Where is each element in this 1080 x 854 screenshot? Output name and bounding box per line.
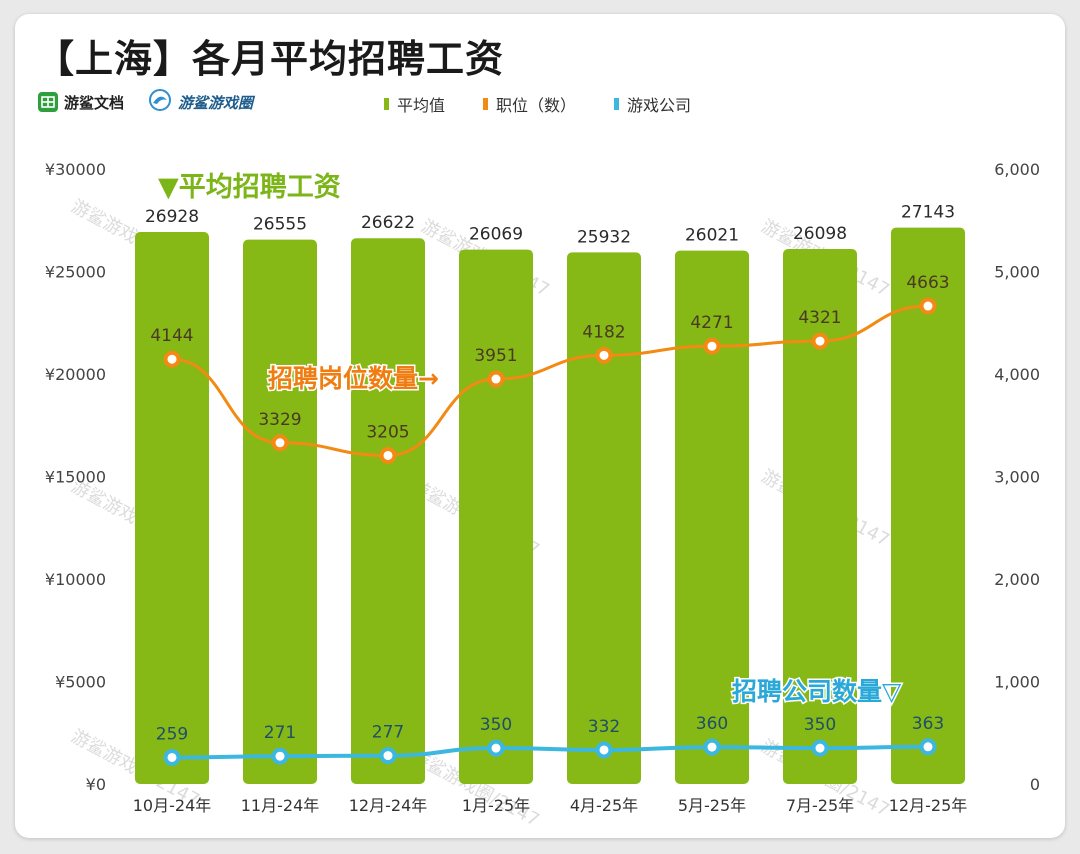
brand-doc: 游鲨文档 bbox=[38, 89, 124, 115]
positions-point-2 bbox=[379, 446, 397, 464]
companies-value-label: 350 bbox=[804, 715, 836, 735]
legend-swatch-avg bbox=[384, 98, 389, 110]
left-axis-tick: ¥10000 bbox=[45, 570, 106, 589]
companies-value-label: 363 bbox=[912, 714, 944, 734]
left-axis-tick: ¥25000 bbox=[45, 263, 106, 282]
left-axis-tick: ¥5000 bbox=[55, 673, 106, 692]
bar-1 bbox=[243, 239, 317, 784]
positions-point-5 bbox=[703, 337, 721, 355]
companies-value-label: 360 bbox=[696, 714, 728, 734]
left-axis-tick: ¥20000 bbox=[45, 365, 106, 384]
bar-value-label: 26622 bbox=[361, 213, 415, 233]
chart-legend: 平均值 职位（数） 游戏公司 bbox=[384, 92, 729, 116]
left-axis-tick: ¥0 bbox=[86, 775, 106, 794]
legend-label-positions: 职位（数） bbox=[496, 96, 577, 115]
annotation-positions: 招聘岗位数量→ bbox=[268, 364, 439, 393]
brand-gamecircle: 游鲨游戏圈 bbox=[148, 89, 253, 115]
annotation-salary: ▼平均招聘工资 bbox=[158, 172, 341, 203]
shark-logo-icon bbox=[148, 88, 172, 116]
bar-0 bbox=[135, 231, 209, 784]
companies-point-7 bbox=[919, 738, 937, 756]
grid-doc-icon bbox=[38, 92, 58, 112]
positions-value-label: 4321 bbox=[798, 308, 841, 328]
right-axis-tick: 1,000 bbox=[994, 673, 1040, 692]
companies-point-2 bbox=[379, 747, 397, 765]
positions-point-7 bbox=[919, 297, 937, 315]
bar-value-label: 25932 bbox=[577, 227, 631, 247]
bar-value-label: 26098 bbox=[793, 224, 847, 244]
companies-value-label: 332 bbox=[588, 717, 620, 737]
positions-point-6 bbox=[811, 332, 829, 350]
positions-value-label: 3329 bbox=[258, 410, 301, 430]
companies-value-label: 271 bbox=[264, 723, 296, 743]
companies-value-label: 277 bbox=[372, 723, 404, 743]
legend-item-companies: 游戏公司 bbox=[614, 92, 691, 116]
positions-value-label: 4271 bbox=[690, 313, 733, 333]
companies-point-1 bbox=[271, 747, 289, 765]
bar-6 bbox=[783, 248, 857, 785]
annotation-companies: 招聘公司数量▽ bbox=[732, 677, 902, 706]
companies-value-label: 350 bbox=[480, 715, 512, 735]
bar-5 bbox=[675, 250, 749, 784]
positions-value-label: 3205 bbox=[366, 422, 409, 442]
x-axis-tick: 7月-25年 bbox=[786, 796, 854, 815]
legend-item-avg: 平均值 bbox=[384, 92, 445, 116]
x-axis-tick: 1月-25年 bbox=[462, 796, 530, 815]
left-axis-tick: ¥30000 bbox=[45, 160, 106, 179]
bar-value-label: 26069 bbox=[469, 225, 523, 245]
bar-value-label: 27143 bbox=[901, 203, 955, 223]
right-axis-tick: 5,000 bbox=[994, 263, 1040, 282]
positions-point-4 bbox=[595, 346, 613, 364]
bar-7 bbox=[891, 227, 965, 785]
brand-gamecircle-label: 游鲨游戏圈 bbox=[178, 93, 254, 112]
companies-point-5 bbox=[703, 738, 721, 756]
legend-swatch-companies bbox=[614, 98, 620, 110]
companies-value-label: 259 bbox=[156, 724, 188, 744]
bar-value-label: 26555 bbox=[253, 215, 307, 235]
bar-value-label: 26021 bbox=[685, 226, 739, 246]
left-axis-tick: ¥15000 bbox=[45, 468, 106, 487]
brand-doc-label: 游鲨文档 bbox=[64, 93, 125, 112]
companies-line bbox=[171, 744, 929, 760]
companies-point-3 bbox=[487, 739, 505, 757]
x-axis-tick: 5月-25年 bbox=[678, 796, 746, 815]
bar-value-label: 26928 bbox=[145, 207, 199, 227]
x-axis-tick: 12月-25年 bbox=[889, 796, 968, 815]
legend-item-positions: 职位（数） bbox=[483, 92, 576, 116]
legend-label-avg: 平均值 bbox=[397, 96, 446, 115]
right-axis-tick: 6,000 bbox=[994, 160, 1040, 179]
positions-point-3 bbox=[487, 370, 505, 388]
positions-value-label: 4182 bbox=[582, 322, 625, 342]
positions-value-label: 4663 bbox=[906, 273, 949, 293]
positions-point-1 bbox=[271, 434, 289, 452]
right-axis-tick: 3,000 bbox=[994, 468, 1040, 487]
right-axis-tick: 4,000 bbox=[994, 365, 1040, 384]
bar-4 bbox=[567, 252, 641, 785]
legend-label-companies: 游戏公司 bbox=[627, 96, 692, 115]
bar-2 bbox=[351, 238, 425, 784]
positions-value-label: 4144 bbox=[150, 326, 193, 346]
bar-3 bbox=[459, 249, 533, 784]
right-axis-tick: 0 bbox=[1030, 775, 1040, 794]
legend-swatch-positions bbox=[483, 98, 489, 110]
x-axis-tick: 12月-24年 bbox=[349, 796, 428, 815]
x-axis-tick: 4月-25年 bbox=[570, 796, 638, 815]
x-axis-tick: 11月-24年 bbox=[241, 796, 320, 815]
x-axis-tick: 10月-24年 bbox=[133, 796, 212, 815]
right-axis-tick: 2,000 bbox=[994, 570, 1040, 589]
companies-point-4 bbox=[595, 741, 613, 759]
positions-point-0 bbox=[163, 350, 181, 368]
companies-point-6 bbox=[811, 739, 829, 757]
positions-value-label: 3951 bbox=[474, 346, 517, 366]
companies-point-0 bbox=[163, 748, 181, 766]
chart-title: 【上海】各月平均招聘工资 bbox=[36, 37, 505, 81]
